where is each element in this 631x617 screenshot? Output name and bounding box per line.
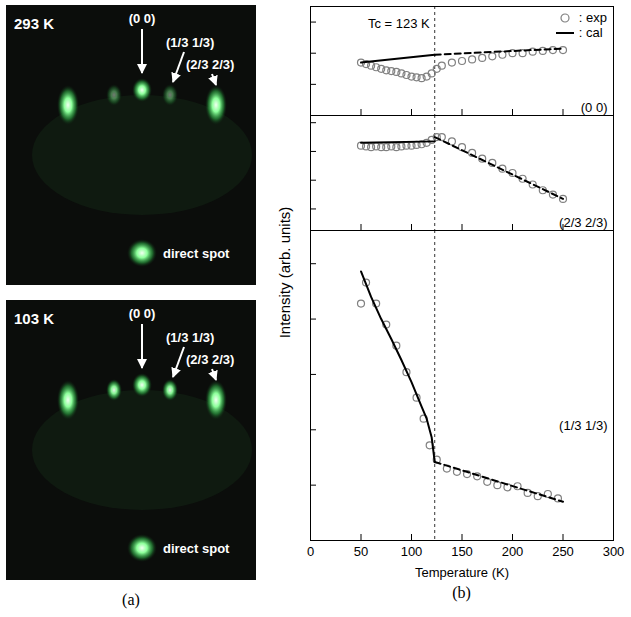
svg-text:(2/3 2/3): (2/3 2/3) bbox=[186, 352, 234, 367]
html-text:: exp: : exp bbox=[578, 10, 607, 25]
svg-text:100: 100 bbox=[401, 544, 423, 559]
html-text:Intensity (arb. units): Intensity (arb. units) bbox=[275, 206, 293, 339]
svg-text:(0 0): (0 0) bbox=[129, 11, 156, 26]
svg-text:direct spot: direct spot bbox=[163, 541, 230, 556]
svg-text:Tc = 123 K: Tc = 123 K bbox=[368, 16, 430, 31]
svg-text:(0 0): (0 0) bbox=[581, 100, 608, 115]
svg-text:250: 250 bbox=[552, 544, 574, 559]
svg-text:(0 0): (0 0) bbox=[129, 306, 156, 321]
svg-text:direct spot: direct spot bbox=[163, 246, 230, 261]
html-text:(b): (b) bbox=[452, 584, 471, 601]
svg-text:Temperature (K): Temperature (K) bbox=[415, 565, 509, 580]
svg-text:(2/3 2/3): (2/3 2/3) bbox=[559, 215, 607, 230]
svg-text:(1/3 1/3): (1/3 1/3) bbox=[559, 418, 607, 433]
svg-text:0: 0 bbox=[307, 544, 314, 559]
html-text:: cal: : cal bbox=[578, 25, 603, 40]
svg-text:293 K: 293 K bbox=[14, 15, 54, 32]
svg-text:150: 150 bbox=[451, 544, 473, 559]
svg-text:(1/3 1/3): (1/3 1/3) bbox=[166, 35, 214, 50]
svg-text:(2/3 2/3): (2/3 2/3) bbox=[186, 57, 234, 72]
svg-text:200: 200 bbox=[502, 544, 524, 559]
svg-text:103 K: 103 K bbox=[14, 310, 54, 327]
svg-text:300: 300 bbox=[603, 544, 625, 559]
svg-text:(1/3 1/3): (1/3 1/3) bbox=[166, 330, 214, 345]
html-text:(a): (a) bbox=[122, 591, 140, 608]
svg-text:50: 50 bbox=[354, 544, 368, 559]
